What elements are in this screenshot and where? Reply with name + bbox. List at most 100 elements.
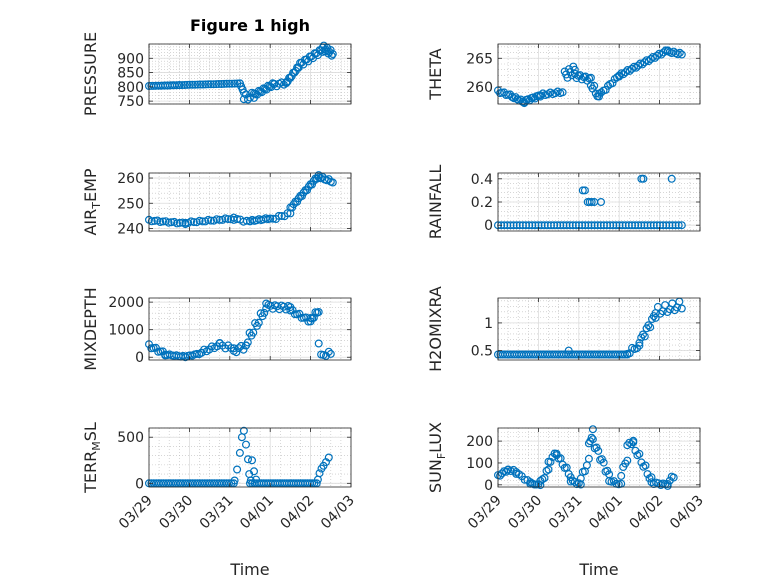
data-point <box>646 323 655 332</box>
data-point <box>272 82 281 91</box>
data-point <box>199 80 208 89</box>
y-tick-label: 200 <box>466 434 493 450</box>
data-point <box>625 438 634 447</box>
data-point <box>617 471 626 480</box>
data-point <box>288 306 297 315</box>
data-point <box>644 57 653 66</box>
axes-box <box>148 297 352 361</box>
data-point <box>546 457 555 466</box>
data-point <box>189 218 198 227</box>
data-point <box>175 81 184 90</box>
data-point <box>328 49 337 58</box>
data-point <box>542 466 551 475</box>
y-tick-label: 0 <box>484 478 493 494</box>
y-axis-label: MIXDEPTH <box>81 287 100 370</box>
data-point <box>193 80 202 89</box>
x-tick-label: 03/31 <box>546 493 586 533</box>
data-point <box>640 58 649 67</box>
y-tick-label: 900 <box>117 51 144 67</box>
axes-box <box>497 297 701 361</box>
data-point <box>669 473 678 482</box>
y-tick-label: 0 <box>135 350 144 366</box>
data-point <box>629 438 638 447</box>
data-point <box>229 344 238 353</box>
data-point <box>196 80 205 89</box>
data-point <box>608 79 617 88</box>
data-point <box>558 88 567 97</box>
data-point <box>217 79 226 88</box>
x-tick-label: 04/03 <box>667 493 707 533</box>
subplot-sun-flux: 0 100 200 03/29 03/30 03/31 04/01 04/02 04/03 SUN… <box>426 422 707 532</box>
data-point <box>638 60 647 69</box>
axes-box <box>148 427 352 488</box>
data-point <box>635 338 644 347</box>
data-point <box>603 81 612 90</box>
data-point <box>326 349 335 358</box>
data-point <box>586 73 595 82</box>
data-point <box>544 465 553 474</box>
data-point <box>498 469 507 478</box>
data-point <box>675 297 684 306</box>
y-tick-label: 850 <box>117 66 144 82</box>
data-point <box>651 313 660 322</box>
y-tick-label: 100 <box>466 456 493 472</box>
data-point <box>167 218 176 227</box>
data-point <box>159 217 168 226</box>
data-point <box>502 467 511 476</box>
data-point <box>571 221 580 230</box>
data-point <box>627 64 636 73</box>
y-tick-label: 250 <box>117 196 144 212</box>
data-point <box>220 79 229 88</box>
data-point <box>248 456 257 465</box>
data-point <box>677 50 686 59</box>
data-point <box>156 218 165 227</box>
data-point <box>295 309 304 318</box>
data-point <box>601 85 610 94</box>
data-point <box>653 302 662 311</box>
y-tick-label: 2000 <box>108 295 144 311</box>
data-point <box>242 440 251 449</box>
y-tick-label: 260 <box>466 80 493 96</box>
data-point <box>314 339 323 348</box>
data-point <box>665 221 674 230</box>
data-point <box>150 216 159 225</box>
x-tick-label: 04/01 <box>237 493 277 533</box>
figure-title: Figure 1 high <box>190 16 310 35</box>
data-point <box>324 347 333 356</box>
data-point <box>250 467 259 476</box>
data-point <box>297 313 306 322</box>
y-tick-label: 0.4 <box>471 172 493 188</box>
y-tick-label: 240 <box>117 221 144 237</box>
data-point <box>509 221 518 230</box>
x-tick-label: 04/03 <box>318 493 358 533</box>
data-point <box>653 51 662 60</box>
data-point <box>173 219 182 228</box>
data-point <box>594 446 603 455</box>
data-point <box>254 318 263 327</box>
x-axis-label-left: Time <box>229 560 269 579</box>
data-point <box>270 79 279 88</box>
data-point <box>181 218 190 227</box>
data-point <box>587 433 596 442</box>
data-point <box>590 81 599 90</box>
data-point <box>564 346 573 355</box>
y-axis-label: THETA <box>426 48 445 100</box>
data-point <box>634 61 643 70</box>
data-point <box>623 456 632 465</box>
data-point <box>540 474 549 483</box>
data-point <box>594 92 603 101</box>
data-point <box>232 348 241 357</box>
data-point <box>650 53 659 62</box>
data-point <box>615 71 624 80</box>
data-point <box>667 174 676 183</box>
data-point <box>663 46 672 55</box>
data-point <box>661 301 670 310</box>
data-point <box>185 80 194 89</box>
data-point <box>233 465 242 474</box>
data-point <box>173 81 182 90</box>
data-point <box>204 80 213 89</box>
y-tick-label: 260 <box>117 171 144 187</box>
data-point <box>668 299 677 308</box>
